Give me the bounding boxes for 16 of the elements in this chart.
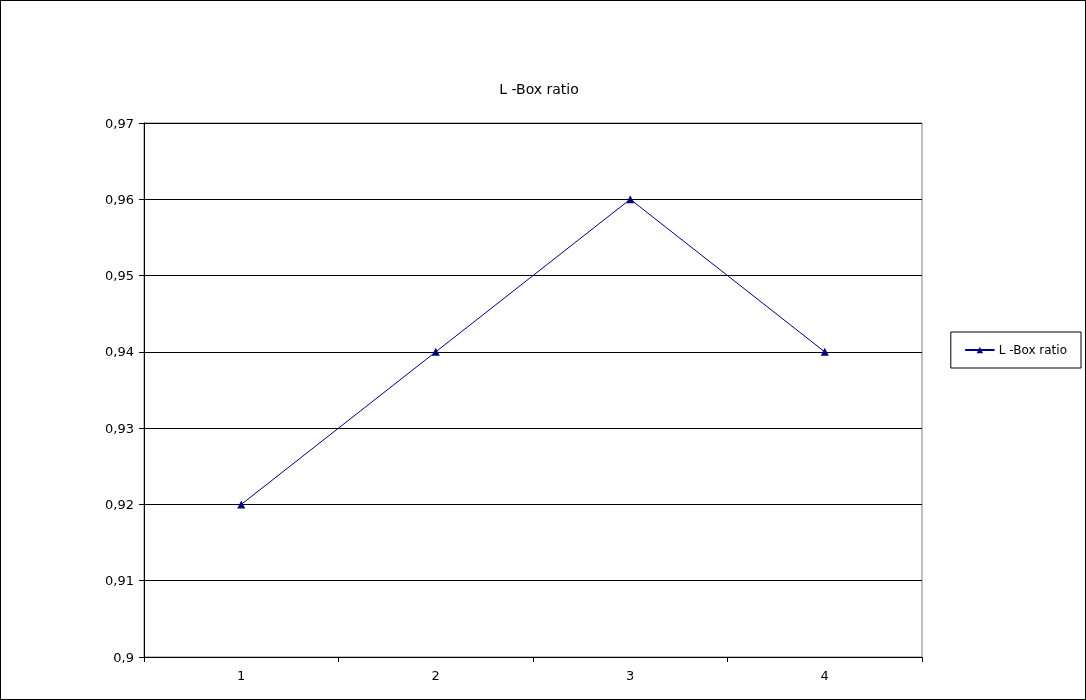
y-tick-label: 0,92 [105, 496, 134, 512]
x-tick-label: 3 [626, 668, 635, 683]
y-tick-label: 0,9 [113, 649, 134, 665]
point [820, 347, 829, 356]
point [431, 347, 440, 356]
x-tick-label: 1 [237, 668, 246, 683]
y-tick-label: 0,93 [105, 420, 134, 436]
legend-label: L -Box ratio [998, 343, 1068, 357]
y-tick-label: 0,95 [105, 268, 134, 284]
y-tick-label: 0,94 [105, 344, 134, 360]
y-tick-label: 0,97 [105, 115, 134, 131]
chart-title: L -Box ratio [499, 81, 579, 97]
x-tick-label: 2 [431, 668, 440, 683]
y-tick-label: 0,96 [105, 191, 134, 207]
y-tick-label: 0,91 [105, 573, 134, 589]
x-tick-label: 4 [820, 668, 829, 683]
